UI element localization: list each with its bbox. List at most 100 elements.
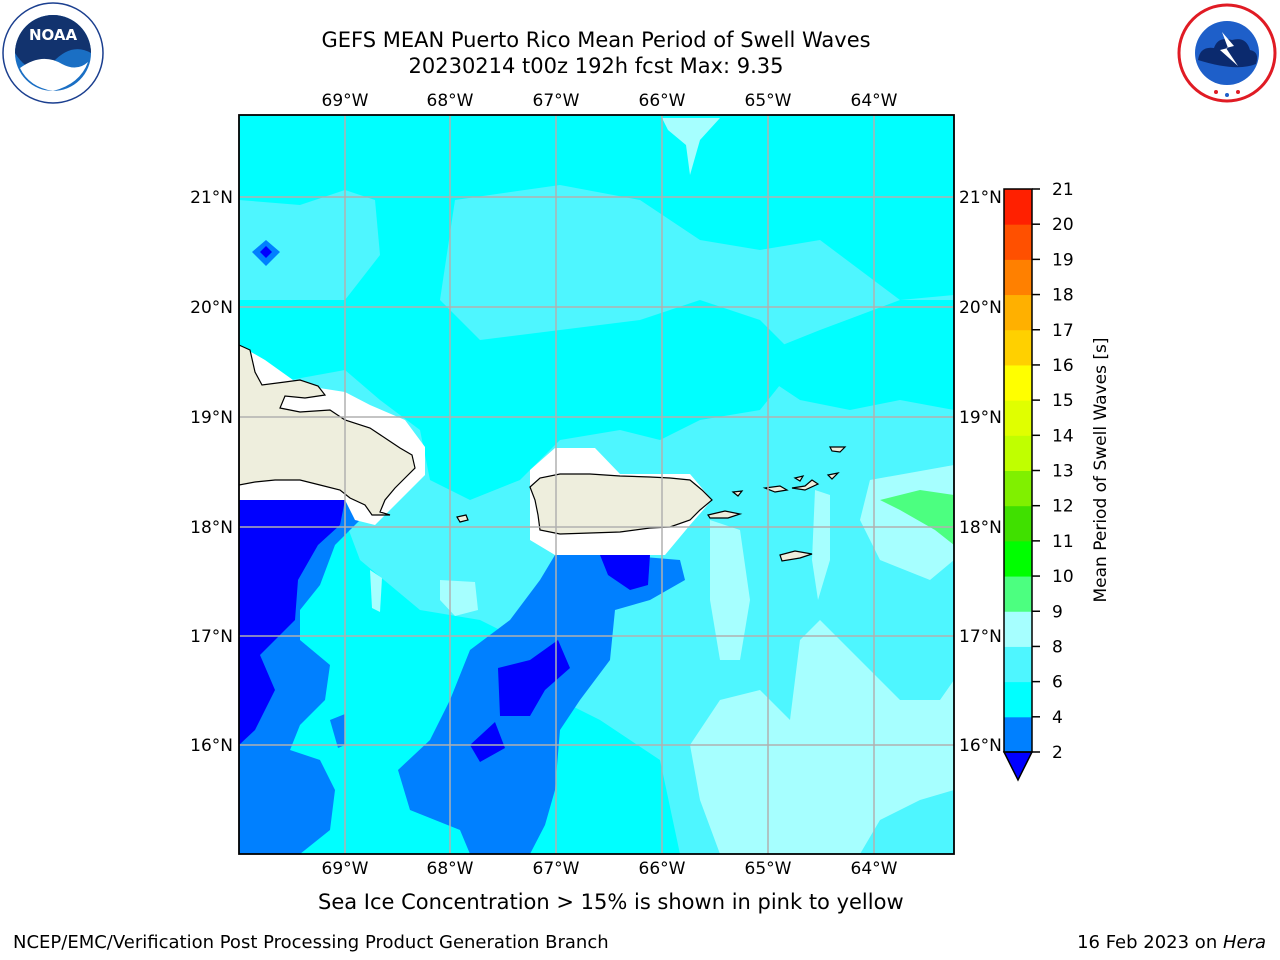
contour-lt2-spot	[260, 246, 272, 258]
contour-lt2-south-2	[470, 722, 505, 762]
colorbar-swatch	[1004, 329, 1032, 366]
footer-date: 16 Feb 2023 on Hera	[1077, 932, 1266, 953]
lat-label-right-20n: 20°N	[959, 298, 1002, 318]
contour-lt2-south-3	[600, 555, 650, 590]
noaa-logo: NOAA	[2, 2, 104, 104]
contour-6-8-pocket-3	[239, 115, 480, 200]
colorbar-swatch	[1004, 716, 1032, 753]
colorbar-tick-label: 18	[1052, 286, 1074, 306]
map-frame	[238, 114, 955, 855]
contour-2-4-small	[330, 714, 345, 748]
lat-label-left-18n: 18°N	[190, 518, 233, 538]
lon-label-bottom-68w: 68°W	[427, 859, 474, 879]
footer-machine: Hera	[1222, 932, 1266, 953]
colorbar-tick-label: 4	[1052, 708, 1063, 728]
colorbar-swatch	[1004, 576, 1032, 612]
lon-label-bottom-65w: 65°W	[745, 859, 792, 879]
colorbar-swatch	[1004, 540, 1032, 577]
lat-label-right-19n: 19°N	[959, 408, 1002, 428]
colorbar-swatch	[1004, 224, 1032, 260]
colorbar-tick-label: 13	[1052, 462, 1074, 482]
swell-period-field	[239, 115, 954, 854]
lat-label-left-16n: 16°N	[190, 736, 233, 756]
colorbar-swatch	[1004, 470, 1032, 507]
colorbar-tick-label: 2	[1052, 743, 1063, 763]
contour-8-9-north-patch	[662, 118, 720, 175]
graticule	[239, 115, 954, 854]
lat-label-right-17n: 17°N	[959, 627, 1002, 647]
lat-label-left-21n: 21°N	[190, 188, 233, 208]
contour-lt2-south-1	[498, 640, 570, 716]
lat-label-left-19n: 19°N	[190, 408, 233, 428]
colorbar-tick-label: 6	[1052, 673, 1063, 693]
colorbar-tick-label: 8	[1052, 637, 1063, 657]
colorbar-under-extension	[1002, 751, 1034, 782]
colorbar-swatch	[1004, 646, 1032, 683]
lon-label-top-64w: 64°W	[851, 91, 898, 111]
contour-8-9-south-east	[690, 620, 954, 854]
lon-label-top-67w: 67°W	[533, 91, 580, 111]
lon-label-bottom-69w: 69°W	[322, 859, 369, 879]
colorbar-swatch	[1004, 189, 1032, 225]
colorbar-tick-label: 16	[1052, 356, 1074, 376]
colorbar-tick-label: 21	[1052, 180, 1074, 200]
lon-label-top-65w: 65°W	[745, 91, 792, 111]
lon-label-top-69w: 69°W	[322, 91, 369, 111]
land-hispaniola	[239, 344, 416, 516]
colorbar-tick-label: 19	[1052, 250, 1074, 270]
land-st-croix	[779, 550, 813, 562]
colorbar-swatch	[1004, 294, 1032, 331]
colorbar-tick-label: 9	[1052, 602, 1063, 622]
colorbar-tick-label: 11	[1052, 532, 1074, 552]
land-virgin-islands-2	[762, 485, 789, 493]
land-mona-island	[456, 514, 469, 523]
colorbar-tick-label: 14	[1052, 426, 1074, 446]
colorbar-tick-label: 20	[1052, 215, 1074, 235]
lon-label-bottom-67w: 67°W	[533, 859, 580, 879]
colorbar: 2 4 6 8 9 10 11 12 13 14 15 16 17 18 19 20 21	[1002, 180, 1074, 782]
footer-credit: NCEP/EMC/Verification Post Processing Pr…	[13, 932, 609, 953]
land-vieques	[707, 510, 743, 519]
footer-date-text: 16 Feb 2023 on	[1077, 932, 1223, 953]
contour-8-9-east-strip-2	[812, 490, 830, 600]
lat-label-left-17n: 17°N	[190, 627, 233, 647]
land-puerto-rico	[529, 473, 713, 535]
colorbar-swatch	[1004, 681, 1032, 718]
contour-2-4-south	[398, 555, 685, 854]
land-virgin-islands-1	[731, 490, 744, 497]
lon-label-bottom-66w: 66°W	[639, 859, 686, 879]
chart-title: GEFS MEAN Puerto Rico Mean Period of Swe…	[321, 28, 871, 52]
colorbar-swatch	[1004, 400, 1032, 436]
contour-lt2-west	[239, 500, 345, 745]
lat-label-right-16n: 16°N	[959, 736, 1002, 756]
colorbar-tick-label: 12	[1052, 497, 1074, 517]
colorbar-label: Mean Period of Swell Waves [s]	[1091, 338, 1111, 603]
contour-6-8-pocket-2	[770, 300, 954, 410]
lon-label-top-66w: 66°W	[639, 91, 686, 111]
lon-label-bottom-64w: 64°W	[851, 859, 898, 879]
contour-6-8-pocket	[440, 340, 690, 415]
contour-8-9-east-strip	[710, 520, 750, 660]
colorbar-tick-label: 15	[1052, 391, 1074, 411]
colorbar-swatch	[1004, 611, 1032, 647]
colorbar-swatch	[1004, 505, 1032, 542]
colorbar-tick-label: 10	[1052, 567, 1074, 587]
contour-9-10-east	[880, 490, 954, 545]
chart-subtitle: 20230214 t00z 192h fcst Max: 9.35	[408, 54, 784, 78]
colorbar-swatch	[1004, 364, 1032, 401]
lat-label-left-20n: 20°N	[190, 298, 233, 318]
colorbar-tick-label: 17	[1052, 321, 1074, 341]
land-anguilla	[826, 472, 840, 480]
lat-label-right-18n: 18°N	[959, 518, 1002, 538]
lat-label-right-21n: 21°N	[959, 188, 1002, 208]
sea-ice-note: Sea Ice Concentration > 15% is shown in …	[318, 890, 904, 914]
colorbar-swatch	[1004, 435, 1032, 471]
lon-label-top-68w: 68°W	[427, 91, 474, 111]
land-culebra	[793, 475, 805, 482]
land-anegada	[829, 446, 847, 453]
noaa-text: NOAA	[29, 26, 78, 44]
land-virgin-islands-3	[791, 479, 820, 491]
contour-8-9-small-2	[370, 570, 382, 612]
colorbar-swatch	[1004, 259, 1032, 296]
